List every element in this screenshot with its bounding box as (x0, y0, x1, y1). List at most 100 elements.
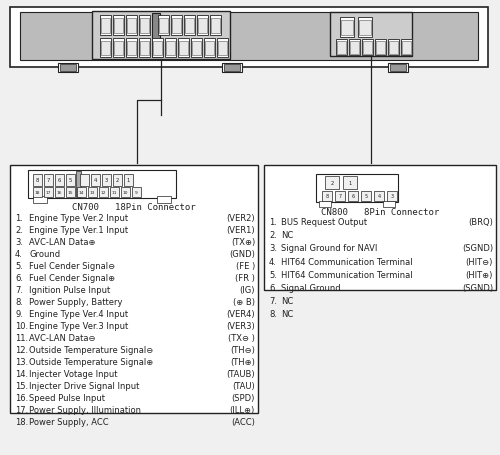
Text: (HIT⊖): (HIT⊖) (466, 257, 493, 266)
Bar (124, 175, 133, 187)
Bar (222, 64, 242, 73)
Bar (224, 65, 240, 72)
Bar (20, 13, 478, 61)
Bar (204, 39, 215, 58)
Bar (363, 42, 372, 55)
Bar (401, 40, 412, 56)
Bar (113, 175, 122, 187)
Text: 1.: 1. (15, 213, 23, 222)
Text: NC: NC (281, 231, 293, 240)
Text: (ILL⊕): (ILL⊕) (230, 405, 255, 414)
Bar (126, 39, 137, 58)
Bar (44, 175, 53, 187)
Bar (101, 42, 110, 56)
Text: Ignition Pulse Input: Ignition Pulse Input (29, 285, 110, 294)
Text: 12: 12 (101, 191, 106, 195)
Text: 13: 13 (90, 191, 95, 195)
Text: Power Supply, Battery: Power Supply, Battery (29, 298, 122, 306)
Bar (211, 19, 220, 34)
Bar (375, 40, 386, 56)
Text: NC: NC (281, 297, 293, 305)
Text: 2: 2 (330, 181, 334, 186)
Bar (210, 16, 221, 36)
Text: (SGND): (SGND) (462, 244, 493, 253)
Bar (60, 65, 76, 72)
Bar (191, 39, 202, 58)
Bar (33, 175, 42, 187)
Bar (76, 172, 81, 197)
Text: HIT64 Communication Terminal: HIT64 Communication Terminal (281, 257, 412, 266)
Bar (179, 42, 188, 56)
Text: 5: 5 (69, 178, 72, 183)
Bar (132, 187, 141, 197)
Bar (171, 16, 182, 36)
Text: Signal Ground: Signal Ground (281, 283, 340, 293)
Text: (BRQ): (BRQ) (468, 217, 493, 227)
Text: 6.: 6. (15, 273, 23, 283)
Bar (114, 19, 123, 34)
Bar (387, 192, 397, 202)
Bar (159, 19, 168, 34)
Bar (139, 39, 150, 58)
Text: (TX⊕): (TX⊕) (231, 238, 255, 247)
Text: (TH⊕): (TH⊕) (230, 357, 255, 366)
Text: 5: 5 (364, 194, 368, 199)
Text: 7: 7 (47, 178, 50, 183)
Text: CN800   8Pin Connector: CN800 8Pin Connector (321, 207, 439, 217)
Text: 7.: 7. (15, 285, 23, 294)
Bar (166, 42, 175, 56)
Bar (322, 192, 332, 202)
Bar (185, 19, 194, 34)
Text: (VER1): (VER1) (226, 226, 255, 234)
Text: (TAUB): (TAUB) (226, 369, 255, 378)
Bar (102, 175, 111, 187)
Bar (348, 192, 358, 202)
Text: Power Supply, ACC: Power Supply, ACC (29, 417, 108, 426)
Bar (337, 42, 346, 55)
Text: Ground: Ground (29, 249, 60, 258)
Text: 6.: 6. (269, 283, 277, 293)
Bar (55, 187, 64, 197)
Text: 16.: 16. (15, 393, 28, 402)
Text: 3.: 3. (15, 238, 23, 247)
Text: (SPD): (SPD) (232, 393, 255, 402)
Text: 17.: 17. (15, 405, 28, 414)
Bar (88, 187, 97, 197)
Text: Injecter Drive Signal Input: Injecter Drive Signal Input (29, 381, 140, 390)
Text: AVC-LAN Data⊖: AVC-LAN Data⊖ (29, 333, 96, 342)
Bar (100, 16, 111, 36)
Bar (127, 42, 136, 56)
Text: 2.: 2. (269, 231, 277, 240)
Text: 8: 8 (326, 194, 328, 199)
Text: 11.: 11. (15, 333, 28, 342)
Bar (91, 175, 100, 187)
Bar (217, 39, 228, 58)
Text: 13.: 13. (15, 357, 28, 366)
Text: 9: 9 (135, 191, 138, 195)
Text: Fuel Cender Signal⊖: Fuel Cender Signal⊖ (29, 262, 115, 270)
Bar (192, 42, 201, 56)
Bar (28, 171, 176, 198)
Bar (165, 39, 176, 58)
Bar (140, 19, 149, 34)
Text: (TX⊖ ): (TX⊖ ) (228, 333, 255, 342)
Bar (127, 19, 136, 34)
Text: CN700   18Pin Connector: CN700 18Pin Connector (72, 202, 196, 212)
Bar (390, 65, 406, 72)
Bar (139, 16, 150, 36)
Bar (44, 187, 53, 197)
Text: (TH⊖): (TH⊖) (230, 345, 255, 354)
Text: 5.: 5. (269, 270, 277, 279)
Text: 4: 4 (94, 178, 97, 183)
Text: Signal Ground for NAVI: Signal Ground for NAVI (281, 244, 378, 253)
Text: 8.: 8. (15, 298, 23, 306)
Text: 3: 3 (390, 194, 394, 199)
Bar (66, 187, 75, 197)
Text: 3: 3 (105, 178, 108, 183)
Text: (VER4): (VER4) (226, 309, 255, 318)
Text: (HIT⊕): (HIT⊕) (466, 270, 493, 279)
Bar (178, 39, 189, 58)
Text: 2: 2 (116, 178, 119, 183)
Bar (10, 8, 488, 68)
Text: BUS Request Output: BUS Request Output (281, 217, 367, 227)
